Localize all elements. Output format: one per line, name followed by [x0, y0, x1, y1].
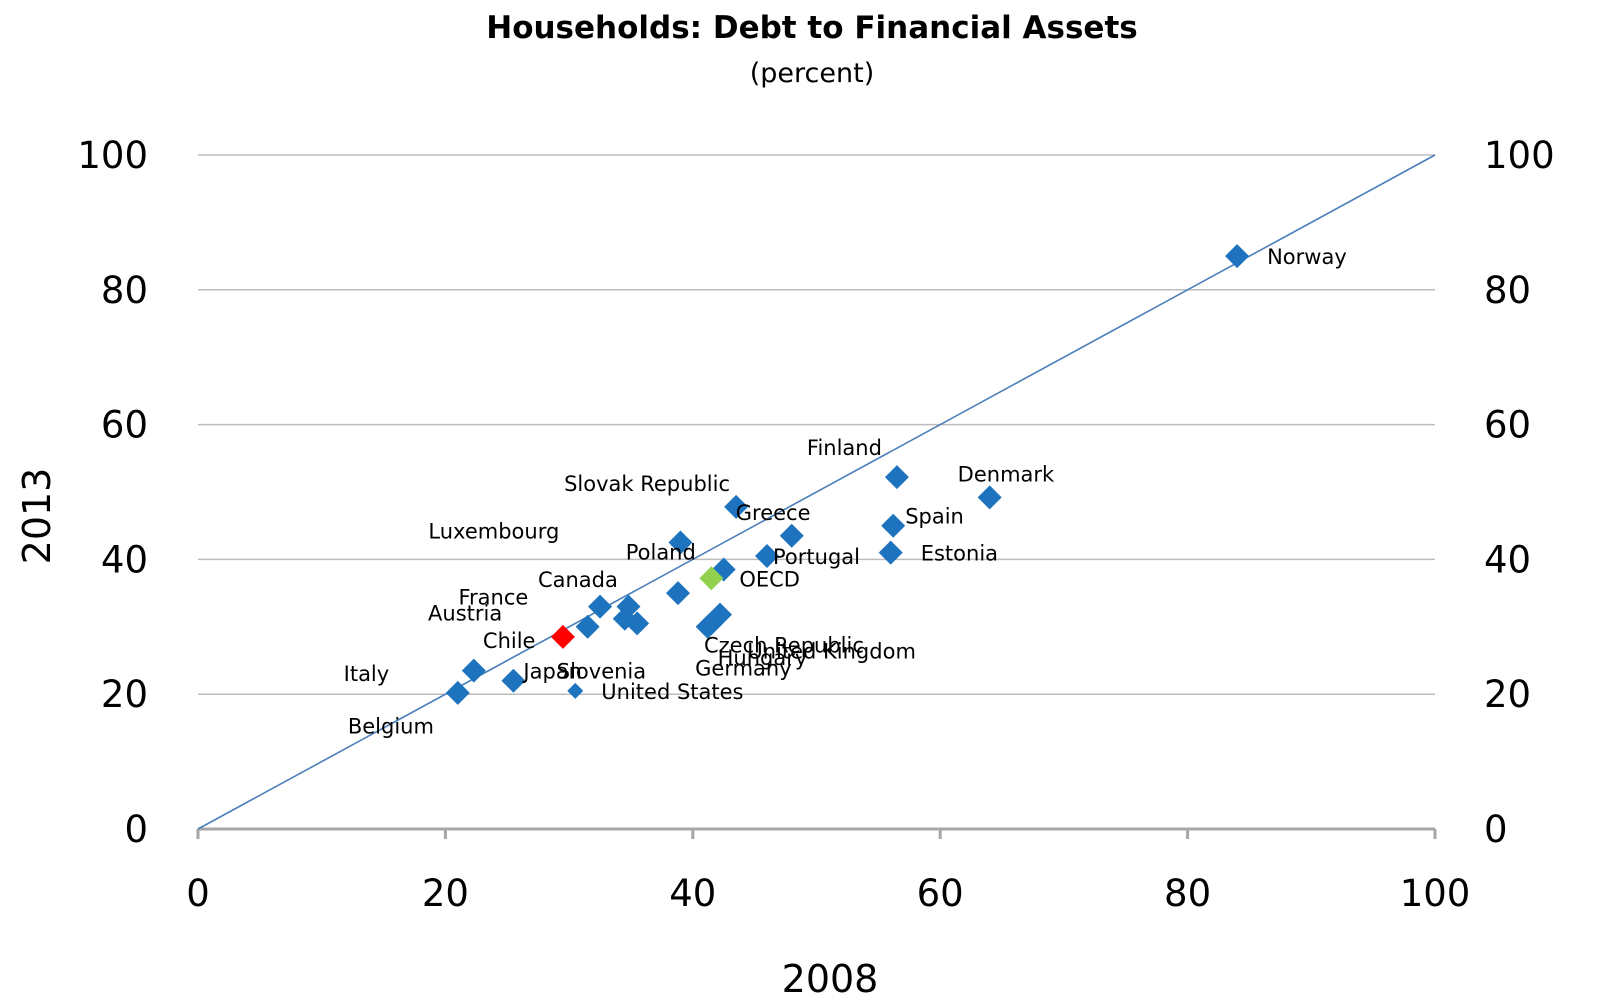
point-spain — [881, 513, 906, 538]
point-finland — [884, 465, 909, 490]
x-tick-label: 60 — [917, 872, 964, 915]
chart-subtitle: (percent) — [750, 58, 874, 89]
y-tick-label-right: 40 — [1484, 538, 1531, 581]
point-slovenia — [612, 606, 637, 631]
point-belgium — [461, 658, 486, 683]
label-denmark: Denmark — [958, 462, 1055, 486]
x-tick-label: 80 — [1164, 872, 1211, 915]
y-tick-label: 40 — [101, 538, 148, 581]
y-tick-label-right: 80 — [1484, 269, 1531, 312]
y-tick-label: 60 — [101, 404, 148, 447]
label-luxembourg: Luxembourg — [428, 520, 559, 544]
point-luxembourg — [668, 530, 693, 555]
label-slovenia: Slovenia — [557, 660, 646, 684]
y-tick-label-right: 60 — [1484, 404, 1531, 447]
point-labels: Norway Denmark Finland Spain Estonia Slovak R… — [344, 245, 1347, 739]
label-austria: Austria — [428, 602, 502, 626]
point-denmark — [977, 485, 1002, 510]
y-tick-label-right: 100 — [1484, 134, 1555, 177]
point-oecd — [699, 566, 724, 591]
y-tick-label-right: 20 — [1484, 673, 1531, 716]
x-tick-label: 40 — [669, 872, 716, 915]
label-united-states: United States — [601, 680, 743, 704]
label-canada: Canada — [538, 568, 618, 592]
point-japan — [501, 668, 526, 693]
x-axis-label: 2008 — [782, 957, 879, 1000]
point-estonia — [878, 540, 903, 565]
point-austria — [588, 594, 613, 619]
point-united-states — [567, 682, 584, 699]
label-czech-republic: Czech Republic — [704, 634, 864, 658]
point-portugal — [755, 544, 780, 569]
label-norway: Norway — [1267, 245, 1347, 269]
label-japan: Japan — [521, 660, 582, 684]
point-canada — [665, 581, 690, 606]
label-united-kingdom: United Kingdom — [747, 639, 916, 663]
reference-line-group — [197, 154, 1436, 830]
reference-line — [197, 154, 1436, 830]
label-hungary: Hungary — [718, 646, 808, 670]
y-tick-label: 20 — [101, 673, 148, 716]
point-chile — [550, 624, 575, 649]
label-france: France — [458, 586, 528, 610]
point-belgium-2 — [445, 680, 470, 705]
label-belgium: Belgium — [348, 715, 434, 739]
y-axis-label: 2013 — [15, 468, 59, 565]
point-hungary — [695, 614, 720, 639]
gridlines — [198, 154, 1435, 695]
x-tick-label: 100 — [1400, 872, 1471, 915]
label-oecd: OECD — [739, 567, 800, 591]
y-tick-label: 80 — [101, 269, 148, 312]
label-spain: Spain — [905, 505, 964, 529]
label-greece: Greece — [736, 501, 811, 525]
data-points — [445, 244, 1250, 705]
x-tick-label: 0 — [186, 872, 210, 915]
label-italy: Italy — [344, 662, 390, 686]
y-tick-label: 100 — [77, 134, 148, 177]
label-slovak-republic: Slovak Republic — [564, 472, 730, 496]
label-poland: Poland — [626, 541, 696, 565]
label-portugal: Portugal — [773, 545, 860, 569]
label-finland: Finland — [807, 436, 882, 460]
point-greece — [779, 523, 804, 548]
point-norway — [1225, 244, 1250, 269]
point-slovak-republic — [724, 494, 749, 519]
label-estonia: Estonia — [921, 542, 998, 566]
label-germany: Germany — [695, 656, 792, 680]
chart-title: Households: Debt to Financial Assets — [486, 10, 1137, 46]
x-tick-label: 20 — [422, 872, 469, 915]
label-chile: Chile — [483, 629, 536, 653]
y-tick-label-right: 0 — [1484, 808, 1508, 851]
point-italy — [575, 614, 600, 639]
y-tick-label: 0 — [124, 808, 148, 851]
